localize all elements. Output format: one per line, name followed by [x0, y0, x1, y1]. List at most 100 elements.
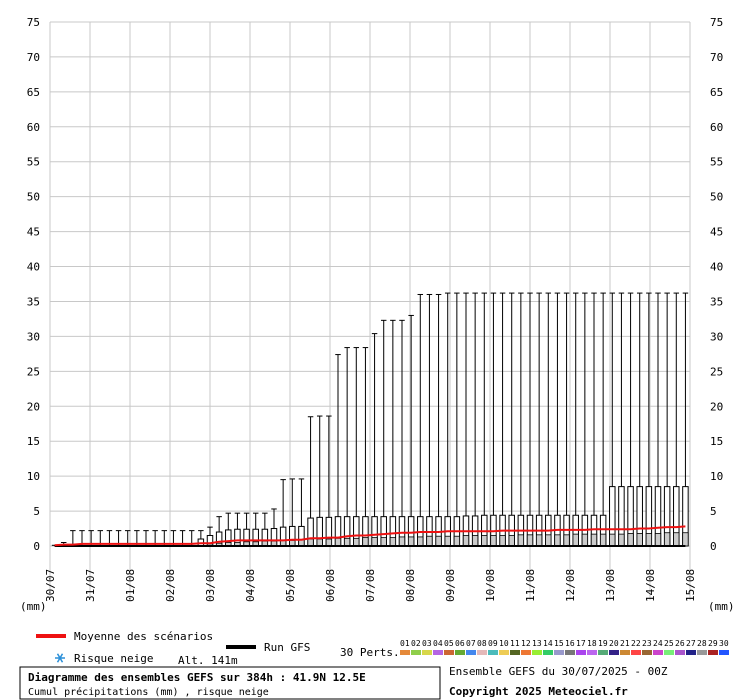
median-fill	[444, 535, 451, 547]
median-fill	[664, 532, 671, 547]
x-date-label: 31/07	[84, 569, 97, 602]
pert-number: 01	[400, 639, 410, 648]
y-tick-label: 5	[710, 505, 717, 518]
median-fill	[609, 533, 616, 547]
median-fill	[353, 537, 360, 547]
median-fill	[645, 533, 652, 547]
median-fill	[380, 537, 387, 547]
pert-swatch	[554, 650, 564, 655]
y-tick-label: 20	[710, 400, 723, 413]
median-fill	[618, 533, 625, 547]
median-fill	[407, 536, 415, 547]
y-tick-label: 60	[27, 121, 40, 134]
pert-swatch	[719, 650, 729, 655]
pert-number: 17	[576, 639, 586, 648]
pert-number: 20	[609, 639, 619, 648]
median-fill	[453, 535, 461, 547]
y-tick-label: 50	[710, 191, 723, 204]
y-tick-label: 65	[710, 86, 723, 99]
pert-swatch	[521, 650, 531, 655]
pert-swatch	[532, 650, 542, 655]
y-unit-right: (mm)	[708, 600, 735, 613]
median-fill	[517, 534, 524, 547]
perturbation-legend: 01 02 03 04 05 06 07 08 09 10 11 12 13 14 15 16 17 18 19 20…	[400, 639, 729, 655]
median-fill	[490, 535, 497, 547]
x-axis-date-labels: 30/07 31/07 01/08 02/08 03/08 04/08 05/08 06/08…	[44, 569, 697, 602]
pert-number: 16	[565, 639, 575, 648]
y-tick-label: 10	[27, 470, 40, 483]
pert-swatch	[686, 650, 696, 655]
pert-number: 22	[631, 639, 641, 648]
x-date-label: 01/08	[124, 569, 137, 602]
pert-number: 03	[422, 639, 432, 648]
pert-number: 10	[499, 639, 509, 648]
pert-number: 09	[488, 639, 498, 648]
x-date-label: 15/08	[684, 569, 697, 602]
x-date-label: 06/08	[324, 569, 337, 602]
y-tick-label: 0	[33, 540, 40, 553]
median-fill	[536, 534, 543, 547]
pert-swatch	[466, 650, 476, 655]
median-fill	[389, 537, 397, 547]
pert-number: 02	[411, 639, 421, 648]
x-date-label: 11/08	[524, 569, 537, 602]
y-tick-label: 25	[710, 365, 723, 378]
median-fill	[481, 535, 488, 547]
x-date-label: 13/08	[604, 569, 617, 602]
y-tick-label: 55	[710, 156, 723, 169]
pert-swatch	[422, 650, 432, 655]
pert-number: 07	[466, 639, 476, 648]
pert-swatch	[400, 650, 410, 655]
mean-series	[54, 525, 686, 547]
median-fill	[307, 538, 314, 547]
pert-number: 08	[477, 639, 487, 648]
pert-number: 15	[554, 639, 564, 648]
x-date-label: 05/08	[284, 569, 297, 602]
y-tick-label: 40	[710, 261, 723, 274]
x-date-label: 30/07	[44, 569, 57, 602]
y-tick-label: 0	[710, 540, 717, 553]
median-fill	[600, 533, 607, 547]
median-fill	[636, 533, 643, 547]
y-tick-label: 25	[27, 365, 40, 378]
pert-number: 18	[587, 639, 597, 648]
median-fill	[627, 533, 634, 547]
median-fill	[435, 535, 442, 547]
pert-swatch	[697, 650, 707, 655]
median-fill	[673, 532, 680, 547]
pert-swatch	[576, 650, 586, 655]
pert-swatch	[477, 650, 487, 655]
grid-lines	[49, 21, 691, 600]
pert-swatch	[675, 650, 685, 655]
pert-number: 14	[543, 639, 553, 648]
mean-line	[54, 525, 686, 547]
pert-number: 28	[697, 639, 707, 648]
x-date-label: 08/08	[404, 569, 417, 602]
mean-legend-label: Moyenne des scénarios	[74, 630, 213, 643]
chart-title: Diagramme des ensembles GEFS sur 384h : …	[28, 671, 366, 684]
y-axis-left: 0 5 10 15 20 25 30 35 40 45 50 55 60 65 70 75	[27, 16, 40, 553]
x-date-label: 03/08	[204, 569, 217, 602]
pert-swatch	[455, 650, 465, 655]
median-fill	[316, 538, 323, 547]
pert-swatch	[543, 650, 553, 655]
pert-swatch	[631, 650, 641, 655]
pert-swatch	[653, 650, 663, 655]
x-date-label: 14/08	[644, 569, 657, 602]
pert-swatch	[708, 650, 718, 655]
median-fill	[462, 535, 470, 547]
median-fill	[499, 535, 506, 547]
pert-number: 12	[521, 639, 531, 648]
pert-swatch	[620, 650, 630, 655]
pert-swatch	[411, 650, 421, 655]
y-axis-right: 0 5 10 15 20 25 30 35 40 45 50 55 60 65 70 75	[710, 16, 723, 553]
median-fill	[325, 538, 333, 547]
title-box	[19, 666, 441, 700]
pert-number: 13	[532, 639, 542, 648]
y-tick-label: 30	[27, 330, 40, 343]
y-tick-label: 30	[710, 330, 723, 343]
pert-swatch	[664, 650, 674, 655]
pert-swatch	[444, 650, 454, 655]
y-tick-label: 35	[27, 295, 40, 308]
y-tick-label: 70	[27, 51, 40, 64]
